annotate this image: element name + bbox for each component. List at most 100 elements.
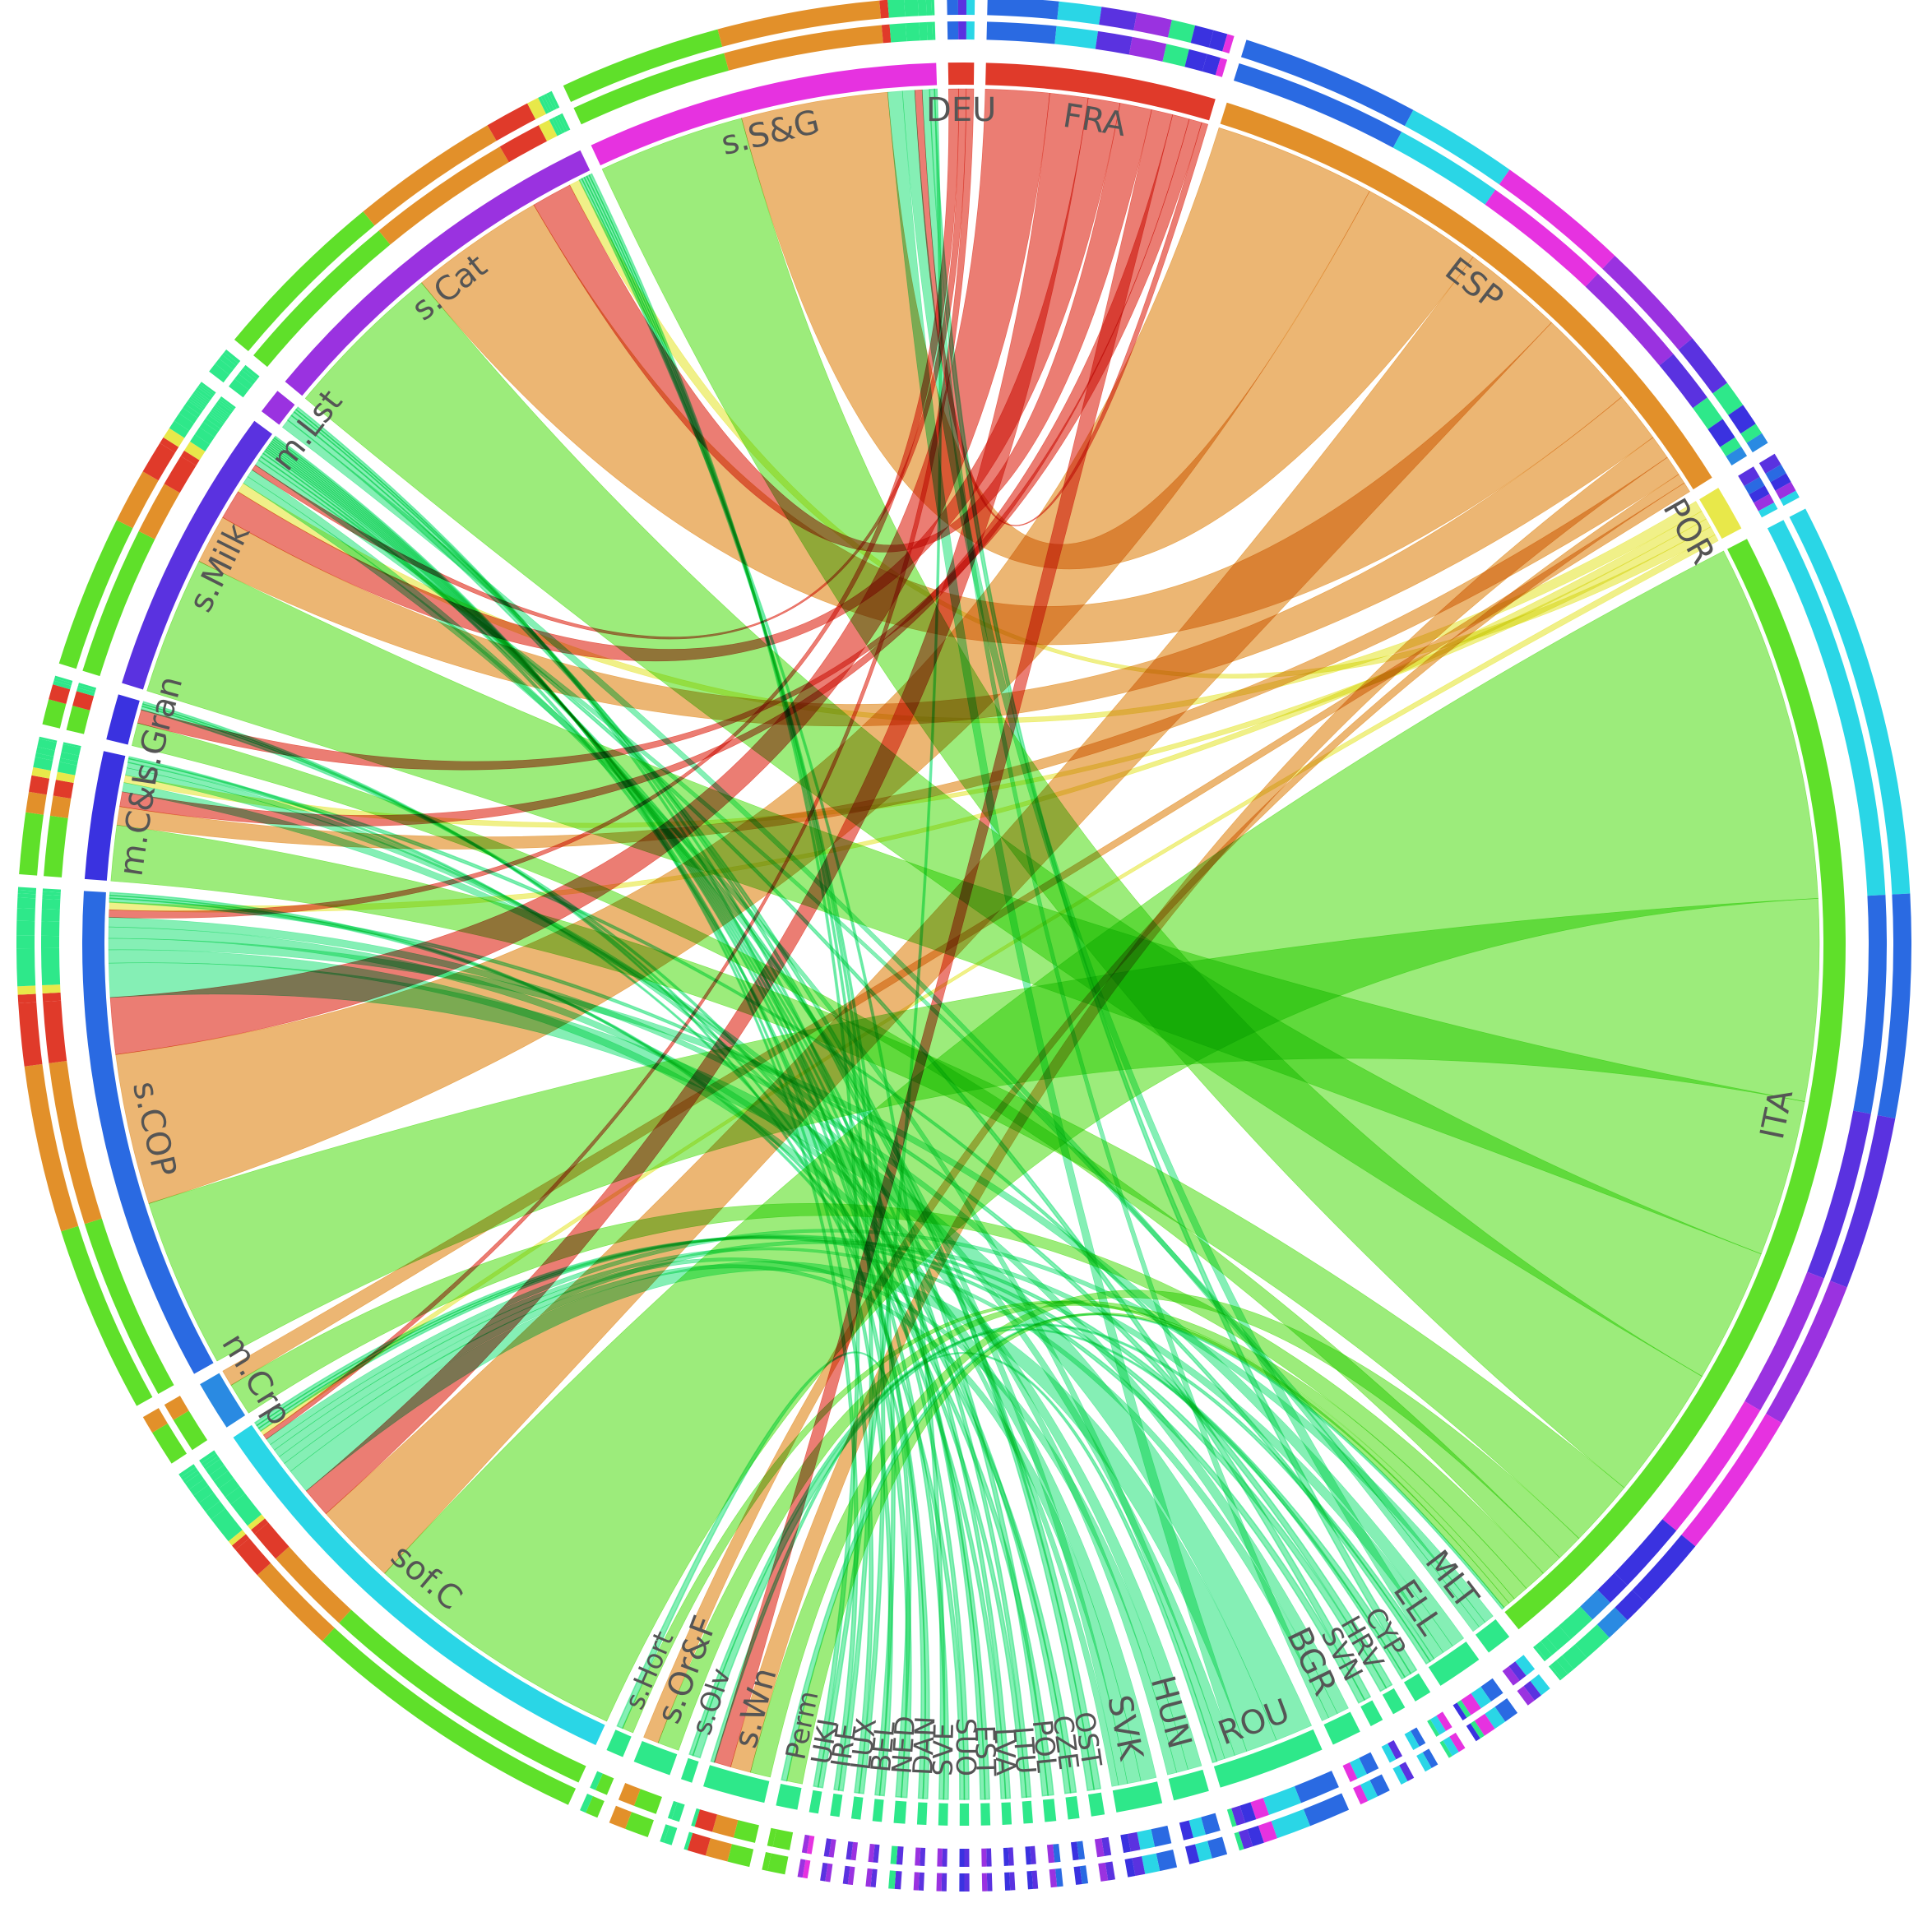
ring1-segment-SVK-m.C&L bbox=[1120, 1833, 1131, 1854]
ribbon-ESP-s.Or&F bbox=[643, 474, 1685, 1743]
ribbon-IRE-s.Cat bbox=[586, 174, 873, 1792]
ribbon-LTU-s.Milk bbox=[264, 448, 1032, 1799]
ring1-segment-s.Cat-ITA bbox=[253, 230, 391, 368]
ring2-segment-sof.C-DEU bbox=[231, 1534, 250, 1550]
ring2-segment-ESP-s.Milk bbox=[1678, 338, 1728, 394]
ring1-segment-sof.C-BGR bbox=[209, 1465, 229, 1482]
ring2-segment-s.Hort-ITA bbox=[586, 1796, 605, 1818]
ring1-segment-s.Cat-BEL bbox=[551, 117, 563, 135]
ring2-segment-ITA-s.Hort bbox=[1556, 1655, 1574, 1674]
ring2-segment-s.COP-FRA bbox=[18, 1002, 43, 1067]
ring2-segment-ESP-s.COP bbox=[1240, 39, 1414, 127]
ring1-segment-ELL-m.C&L bbox=[1452, 1702, 1467, 1720]
ribbon-CYP-s.Olv bbox=[688, 1328, 1406, 1757]
ring1-segment-s.COP-HUN bbox=[41, 909, 60, 922]
ring1-segment-s.Olv-CYP bbox=[667, 1800, 678, 1820]
ring2-segment-s.COP-ELL bbox=[16, 935, 35, 949]
sector-arc-sof.C bbox=[233, 1424, 605, 1746]
ring1-segment-POL-m.Lst bbox=[1046, 1844, 1055, 1864]
ring2-segment-s.S&G-ROU bbox=[887, 0, 906, 18]
ring2-segment-CZE-s.Gran bbox=[1073, 1866, 1082, 1885]
ribbon-FRA-s.Wn bbox=[714, 109, 1174, 1767]
sector-arc-Perm bbox=[776, 1783, 802, 1810]
ring2-segment-sof.C-SVK bbox=[198, 1492, 220, 1512]
ring2-segment-s.COP-HRV bbox=[17, 893, 36, 899]
ribbon-BEL-s.Cat bbox=[581, 176, 896, 1796]
ring1-segment-sof.C-HUN bbox=[213, 1470, 234, 1489]
ring1-segment-s.COP-SVK bbox=[41, 921, 60, 937]
ribbon-ELL-sof.C bbox=[279, 1240, 1453, 1653]
ring2-segment-ESP-s.S&G bbox=[1499, 169, 1615, 269]
sector-label-SUO: SUO bbox=[950, 1718, 982, 1776]
ring2-segment-HUN-m.C&L bbox=[1184, 1844, 1200, 1864]
sector-arc-EST bbox=[980, 1803, 991, 1826]
ribbon-ESP-s.Wn bbox=[730, 437, 1668, 1773]
ring2-segment-LUX-s.Milk bbox=[842, 1865, 850, 1885]
ring1-segment-s.COP-HRV bbox=[42, 894, 61, 900]
ring2-segment-m.Crp-ITA bbox=[152, 1423, 188, 1464]
ring1-segment-s.Gran-ITA bbox=[66, 706, 90, 734]
ring2-segment-FRA-m.C&L bbox=[1190, 25, 1214, 48]
ring1-segment-m.C&L-POR bbox=[55, 771, 76, 784]
ring1-segment-s.Cat-FRA bbox=[499, 125, 548, 163]
sector-label-UKI: UKI bbox=[804, 1716, 844, 1767]
ring1-segment-ROU-s.Wn bbox=[1226, 1808, 1237, 1827]
ring2-segment-MLT-s.Milk bbox=[1523, 1681, 1541, 1701]
ring2-segment-sof.C-BGR bbox=[189, 1479, 209, 1496]
ring1-segment-s.Cat-POR bbox=[538, 119, 558, 141]
ring1-segment-s.COP-POL bbox=[42, 888, 62, 893]
ring1-segment-POR-s.Cat bbox=[1754, 493, 1775, 512]
ring1-segment-sof.C-SVN bbox=[199, 1450, 216, 1464]
ring2-segment-s.Cat-IRE bbox=[546, 92, 558, 110]
sector-arc-m.C&L bbox=[84, 751, 126, 881]
ribbon-ELL-m.C&L bbox=[127, 757, 1431, 1665]
ring1-segment-LTU-s.Milk bbox=[1030, 1845, 1036, 1865]
ring2-segment-s.Hort-NED bbox=[580, 1794, 593, 1813]
ribbon-POR-s.COP bbox=[109, 511, 1707, 913]
ring2-segment-ESP-s.Wn bbox=[1712, 382, 1744, 415]
ring2-segment-s.Milk-ESP bbox=[116, 471, 159, 529]
ring2-segment-BGR-sof.C bbox=[1360, 1780, 1378, 1802]
sector-label-DEU: DEU bbox=[926, 91, 997, 129]
ring2-segment-s.Cat-BEL bbox=[540, 95, 552, 113]
ring2-segment-IRE-s.Milk bbox=[820, 1862, 828, 1882]
ring2-segment-s.S&G-FRA bbox=[879, 0, 889, 19]
ring1-segment-ELL-s.Olv bbox=[1457, 1700, 1471, 1718]
ring1-segment-s.Milk-SVK bbox=[194, 427, 215, 445]
ring2-segment-ELL-m.C&L bbox=[1466, 1723, 1480, 1742]
ring1-segment-ITA-s.S&G bbox=[1662, 1401, 1761, 1531]
ring1-segment-s.Cat-ESP bbox=[378, 146, 509, 245]
ring2-segment-s.S&G-ITA bbox=[563, 29, 723, 103]
ring2-segment-ESP-m.Crp bbox=[1746, 433, 1768, 453]
ring2-segment-s.Milk-DAN bbox=[194, 390, 211, 403]
ring2-segment-sof.C-MLT bbox=[184, 1473, 205, 1490]
ring1-segment-s.Milk-POR bbox=[183, 441, 206, 461]
ring2-segment-s.Gran-SUO bbox=[54, 675, 73, 683]
sector-arcs-layer bbox=[81, 63, 1846, 1826]
ring2-segment-sof.C-ITA bbox=[322, 1628, 577, 1805]
ring2-segment-s.Milk-IRE bbox=[200, 382, 216, 395]
ring1-segment-m.C&L-LTU bbox=[63, 742, 81, 748]
ring1-segment-sof.C-MLT bbox=[205, 1459, 225, 1475]
ring1-segment-s.Gran-CZE bbox=[76, 688, 95, 697]
ring2-segment-s.Milk-LTU bbox=[188, 398, 204, 411]
ring2-segment-s.Cat-FRA bbox=[487, 103, 536, 141]
ring1-segment-s.S&G-ESP bbox=[724, 25, 883, 71]
ring1-segment-s.Milk-ESP bbox=[138, 484, 180, 539]
ring1-segment-m.Lst-DAN bbox=[243, 364, 260, 379]
ring1-segment-FRA-s.Milk bbox=[1095, 30, 1133, 55]
ring2-segment-s.Olv-ELL bbox=[664, 1825, 678, 1845]
ring1-segment-FRA-s.S&G bbox=[1215, 58, 1228, 77]
ring2-segment-SVE-s.Milk bbox=[941, 1873, 947, 1892]
ring1-segment-m.C&L-ITA bbox=[44, 815, 68, 877]
ring2-segment-SVN-s.Milk bbox=[1399, 1762, 1415, 1781]
ring1-segment-ROU-m.C&L bbox=[1239, 1802, 1257, 1823]
ribbon-SVE-s.Milk bbox=[268, 442, 950, 1800]
ring2-segment-BEL-s.Cat bbox=[865, 1868, 873, 1887]
ribbon-ROU-s.COP bbox=[108, 962, 1313, 1741]
ring2-segment-ROU-m.C&L bbox=[1247, 1825, 1264, 1847]
ribbon-ESP-s.S&G bbox=[741, 91, 1474, 570]
ring1-segment-DEU-sof.C bbox=[966, 21, 975, 40]
ring2-segment-ESP-sof.C bbox=[1404, 109, 1510, 185]
ring2-segment-s.Cat-LUX bbox=[543, 94, 554, 112]
